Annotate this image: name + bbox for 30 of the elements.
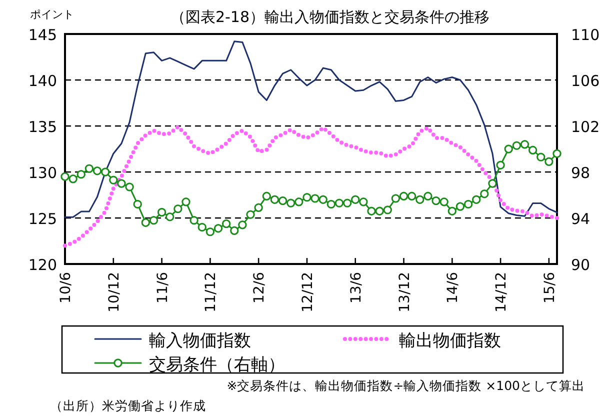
y2-tick-label: 98 [571,164,590,182]
y-tick-label: 145 [28,26,57,44]
x-tick-label: 15/6 [542,272,558,304]
x-tick-label: 14/12 [494,272,510,312]
y-tick-label: 130 [28,164,57,182]
x-tick-label: 12/12 [300,272,316,312]
y2-tick-label: 106 [571,72,600,90]
text: （出所）米労働省より作成 [50,398,206,413]
x-tick-label: 10/12 [106,272,122,312]
legend-label: 輸入物価指数 [149,331,251,351]
y2-tick-label: 110 [571,26,600,44]
x-tick-label: 14/6 [445,272,462,304]
y2-tick-label: 90 [571,256,590,274]
y-tick-label: 120 [28,256,57,274]
y-tick-label: 140 [28,72,57,90]
x-tick-label: 11/6 [154,272,171,304]
x-tick-label: 12/6 [252,272,268,304]
legend-label: 交易条件（右軸） [149,355,285,375]
y2-tick-label: 94 [571,210,590,228]
y-tick-label: 125 [28,210,57,228]
chart-title: （図表2-18）輸出入物価指数と交易条件の推移 [170,8,490,26]
x-tick-label: 11/12 [203,272,220,312]
text: ※交易条件は、輸出物価指数÷輸入物価指数 ×100として算出 [226,378,585,393]
x-tick-label: 13/6 [348,272,364,304]
y-tick-label: 135 [28,118,57,136]
x-tick-label: 13/12 [396,272,413,312]
y2-tick-label: 102 [571,118,600,136]
x-tick-label: 10/6 [58,272,74,304]
legend-label: 輸出物価指数 [399,331,501,351]
y-axis-title: ポイント [30,8,74,21]
